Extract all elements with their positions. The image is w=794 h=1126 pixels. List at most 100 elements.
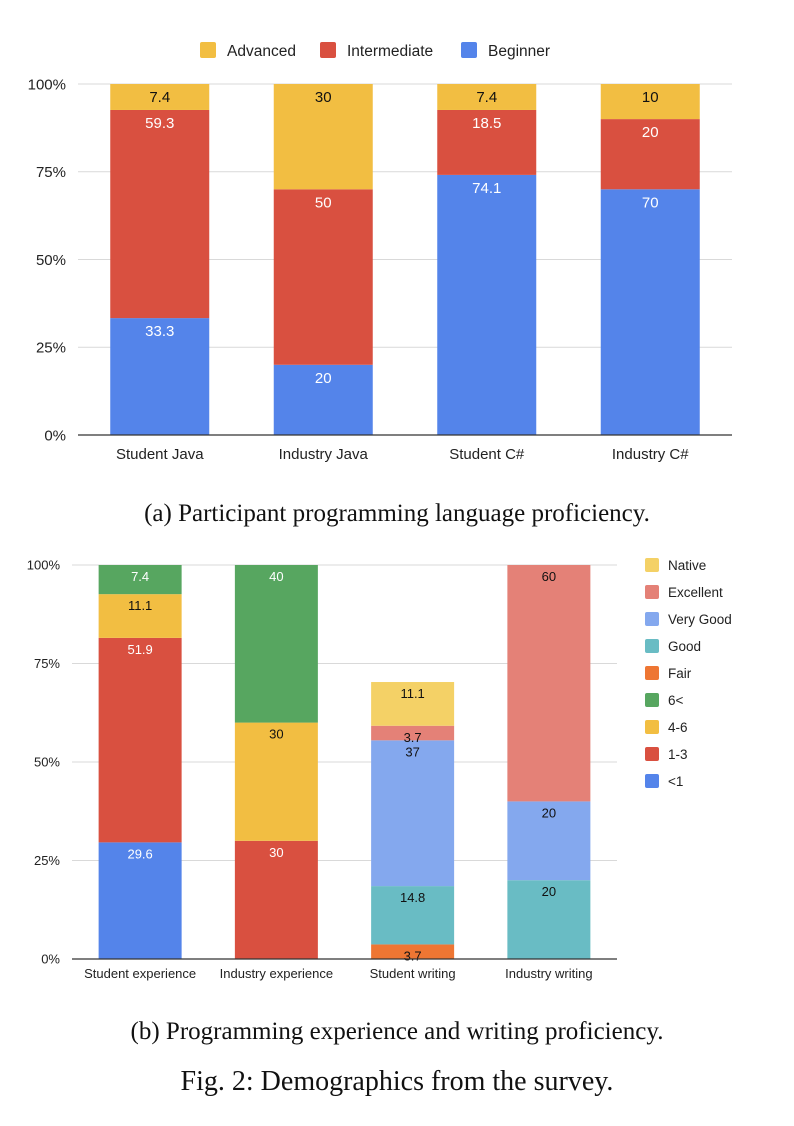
x-tick-label: Industry C# <box>612 446 689 463</box>
data-label: 50 <box>315 194 332 211</box>
data-label: 37 <box>405 744 419 759</box>
bar-segment-student-experience-4-6 <box>98 594 182 638</box>
bar-segment-industry-java-intermediate <box>273 189 373 365</box>
y-tick-label: 100% <box>28 76 66 93</box>
legend-swatch-beginner <box>461 42 477 58</box>
bar-segment-student-c-intermediate <box>437 109 537 175</box>
data-label: 18.5 <box>472 115 501 132</box>
data-label: 3.7 <box>404 730 422 745</box>
bar-segment-student-experience-1-3 <box>98 637 182 843</box>
bar-segment-industry-java-beginner <box>273 364 373 435</box>
legend-swatch-good <box>645 639 659 653</box>
chart-a-proficiency: 0% 25% 50% 75% 100% 33.3 59.3 7.4 Student Java 20… <box>28 42 732 463</box>
y-tick-label: 50% <box>36 252 66 269</box>
legend-label-very-good: Very Good <box>668 612 732 627</box>
x-tick-label: Student experience <box>84 966 196 981</box>
data-label: 20 <box>642 124 659 141</box>
x-tick-label: Industry Java <box>279 446 369 463</box>
legend-label-1-3: 1-3 <box>668 747 688 762</box>
data-label: 70 <box>642 194 659 211</box>
bar-segment-student-java-intermediate <box>110 109 210 319</box>
legend-label-excellent: Excellent <box>668 585 723 600</box>
bar-segment-student-java-beginner <box>110 318 210 435</box>
bar-segment-industry-c-intermediate <box>600 119 700 190</box>
bar-segment-student-writing-excellent <box>371 725 455 741</box>
caption-a: (a) Participant programming language pro… <box>144 500 650 527</box>
y-tick-label: 0% <box>44 427 66 444</box>
legend-label-fair: Fair <box>668 666 692 681</box>
data-label: 30 <box>269 845 283 860</box>
bar-segment-industry-experience-4-6 <box>234 722 318 841</box>
data-label: 7.4 <box>149 89 170 106</box>
data-label: 51.9 <box>127 642 152 657</box>
data-label: 59.3 <box>145 115 174 132</box>
data-label: 74.1 <box>472 180 501 197</box>
data-label: 11.1 <box>400 686 424 701</box>
data-label: 30 <box>269 727 283 742</box>
bar-segment-student-experience-1 <box>98 842 182 959</box>
legend-label-intermediate: Intermediate <box>347 43 433 60</box>
legend-label-good: Good <box>668 639 701 654</box>
data-label: 40 <box>269 569 283 584</box>
data-label: 7.4 <box>131 569 149 584</box>
legend-label-native: Native <box>668 558 706 573</box>
caption-b: (b) Programming experience and writing p… <box>130 1018 664 1045</box>
data-label: 10 <box>642 89 659 106</box>
data-label: 60 <box>542 569 556 584</box>
x-tick-label: Industry experience <box>220 966 333 981</box>
bar-segment-industry-writing-good <box>507 880 591 959</box>
x-tick-label: Student Java <box>116 446 204 463</box>
bar-segment-industry-java-advanced <box>273 84 373 190</box>
legend-label-1: <1 <box>668 774 683 789</box>
legend-label-beginner: Beginner <box>488 43 550 60</box>
bar-segment-student-java-advanced <box>110 84 210 110</box>
legend-swatch-1 <box>645 774 659 788</box>
data-label: 7.4 <box>476 89 497 106</box>
y-tick-label: 50% <box>34 755 60 770</box>
bar-segment-student-writing-fair <box>371 944 455 959</box>
bar-segment-student-experience-6 <box>98 565 182 595</box>
y-tick-label: 100% <box>27 558 61 573</box>
y-tick-label: 0% <box>41 952 60 967</box>
data-label: 20 <box>542 884 556 899</box>
bar-segment-student-writing-good <box>371 886 455 945</box>
data-label: 33.3 <box>145 323 174 340</box>
y-tick-label: 75% <box>34 656 60 671</box>
legend-swatch-fair <box>645 666 659 680</box>
data-label: 29.6 <box>127 846 152 861</box>
data-label: 20 <box>315 370 332 387</box>
bar-segment-student-writing-very-good <box>371 740 455 887</box>
bar-segment-industry-writing-very-good <box>507 801 591 881</box>
legend-label-4-6: 4-6 <box>668 720 688 735</box>
data-label: 20 <box>542 805 556 820</box>
x-tick-label: Student C# <box>449 446 525 463</box>
bar-segment-industry-c-beginner <box>600 189 700 435</box>
bar-segment-industry-experience-1-3 <box>234 840 318 959</box>
legend-swatch-excellent <box>645 585 659 599</box>
bar-segment-industry-experience-6 <box>234 565 318 723</box>
y-tick-label: 25% <box>36 340 66 357</box>
legend-label-advanced: Advanced <box>227 43 296 60</box>
legend-swatch-4-6 <box>645 720 659 734</box>
data-label: 11.1 <box>128 598 152 613</box>
data-label: 14.8 <box>400 890 425 905</box>
bar-segment-industry-c-advanced <box>600 84 700 120</box>
legend-label-6: 6< <box>668 693 684 708</box>
x-tick-label: Industry writing <box>505 966 592 981</box>
legend-swatch-advanced <box>200 42 216 58</box>
x-tick-label: Student writing <box>370 966 456 981</box>
bar-segment-student-c-advanced <box>437 84 537 110</box>
legend-swatch-1-3 <box>645 747 659 761</box>
y-tick-label: 75% <box>36 164 66 181</box>
chart-b-experience-writing: 0% 25% 50% 75% 100% 29.6 51.9 11.1 7.4 Student ex… <box>27 558 732 981</box>
data-label: 3.7 <box>404 948 422 963</box>
data-label: 30 <box>315 89 332 106</box>
legend-swatch-intermediate <box>320 42 336 58</box>
y-tick-label: 25% <box>34 853 60 868</box>
legend-swatch-6 <box>645 693 659 707</box>
bar-segment-student-writing-native <box>371 682 455 726</box>
bar-segment-student-c-beginner <box>437 174 537 435</box>
figure-caption: Fig. 2: Demographics from the survey. <box>180 1066 614 1097</box>
legend-swatch-very-good <box>645 612 659 626</box>
bar-segment-industry-writing-excellent <box>507 565 591 802</box>
